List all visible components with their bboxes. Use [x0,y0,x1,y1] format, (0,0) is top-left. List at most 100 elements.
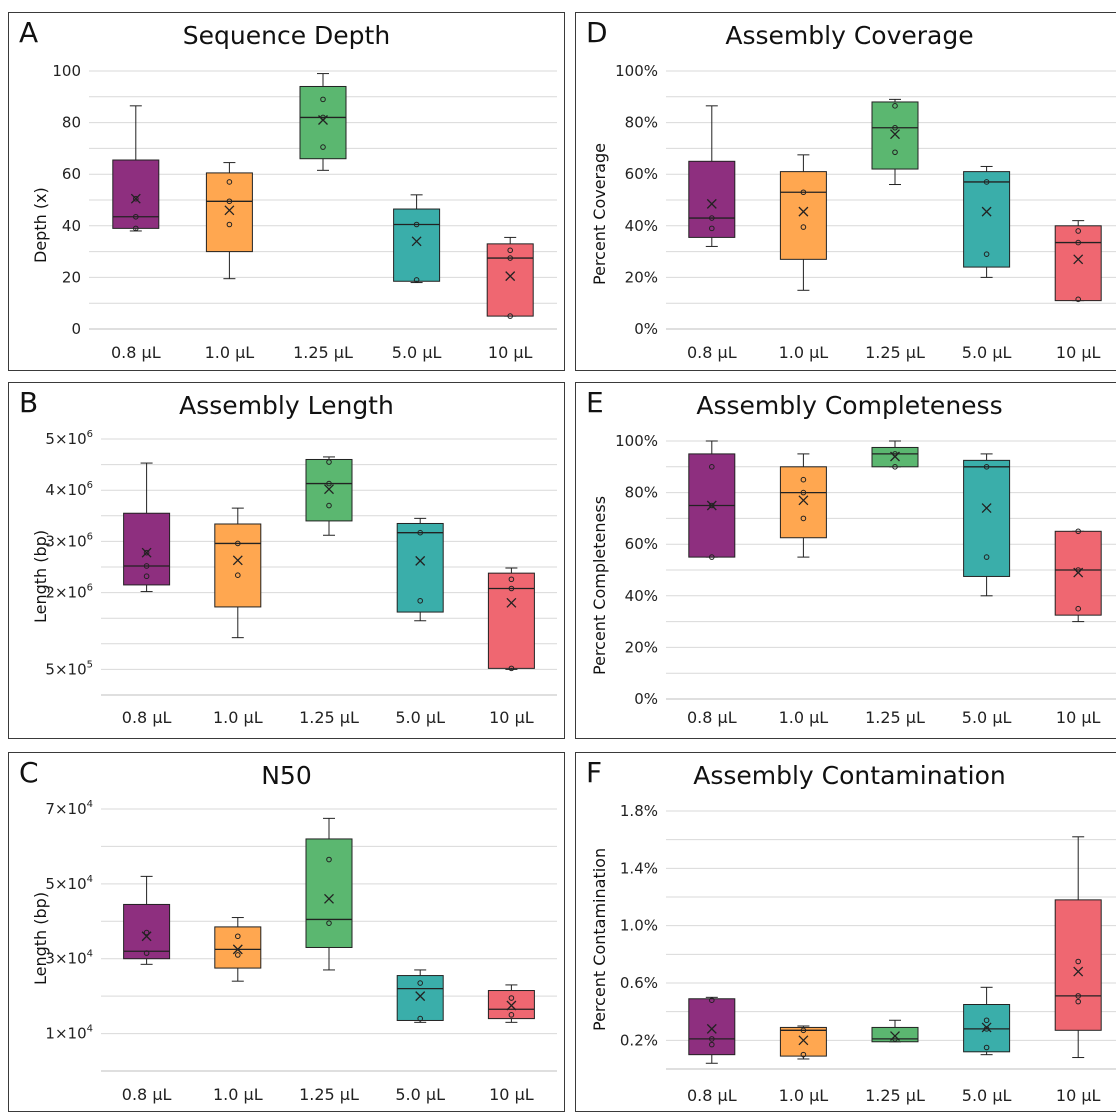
y-tick-label: 60% [625,165,658,183]
mean-marker [232,555,243,566]
mean-marker [130,193,141,204]
mean-marker [981,503,992,514]
y-tick-label: 1×104 [45,1024,93,1043]
x-tick-label: 10 µL [488,343,533,362]
data-point [235,952,241,958]
data-point [1075,998,1082,1005]
data-point [143,950,150,956]
data-point [709,464,715,470]
box-group [779,453,827,558]
mean-marker [798,206,809,217]
box-group [299,73,347,171]
y-tick-label: 4×106 [45,480,93,499]
data-point [1075,239,1082,246]
data-point [1075,993,1082,999]
box-group [688,440,736,560]
x-tick-label: 0.8 µL [122,708,172,727]
data-point [320,144,326,150]
mean-marker [798,1035,809,1046]
mean-marker [1073,966,1084,977]
mean-marker [411,236,422,247]
x-tick-label: 0.8 µL [122,1085,172,1104]
x-tick-label: 10 µL [489,1085,534,1104]
box-group [871,1019,919,1043]
y-tick-label: 1.0% [620,917,658,935]
mean-marker [706,500,717,511]
data-point [143,929,150,936]
y-tick-label: 0% [634,320,658,338]
chart-title: Sequence Depth [182,21,391,50]
y-tick-label: 20 [62,268,81,286]
data-point [507,313,514,319]
panel-letter: F [586,756,603,789]
mean-marker [318,115,328,125]
data-point [326,502,332,509]
data-point [143,549,150,556]
box [305,838,353,948]
data-point [413,277,420,283]
data-point [1075,605,1082,612]
y-tick-label: 3×104 [45,949,93,968]
y-tick-label: 80% [625,484,658,502]
mean-marker [505,271,516,282]
data-point [508,995,515,1001]
box-group [487,567,535,672]
box-group [393,194,441,284]
chart-title: N50 [261,761,312,790]
y-tick-label: 100% [615,62,658,80]
box-group [1054,220,1102,303]
y-tick-label: 40% [625,217,658,235]
mean-marker [506,1000,517,1011]
box [396,975,444,1021]
box-group [487,984,535,1023]
box [963,459,1011,577]
data-point [983,1017,990,1024]
data-point [800,489,807,496]
data-point [226,179,233,185]
mean-marker [224,205,235,216]
data-point [892,103,898,109]
y-tick-label: 5×104 [45,874,93,893]
x-tick-label: 1.0 µL [213,708,263,727]
x-tick-label: 1.0 µL [779,1086,829,1105]
panel-letter: B [19,386,39,419]
x-tick-label: 1.25 µL [299,1085,359,1104]
mean-marker [890,129,900,140]
chart-title: Assembly Contamination [693,761,1006,790]
box-group [688,105,736,247]
data-point [133,213,139,220]
box [1054,899,1102,1031]
data-point [507,255,514,261]
x-tick-label: 1.0 µL [213,1085,263,1104]
box [123,512,171,586]
y-tick-label: 80% [625,114,658,132]
mean-marker [890,451,900,462]
y-tick-label: 0 [71,320,81,338]
data-point [320,96,326,103]
x-tick-label: 1.25 µL [865,343,925,362]
chart-area: 0 20 40 60 80 100 0.8 µL 1.0 µL 1.25 µL 5.0 µL 10 … [52,62,557,362]
data-point [983,464,990,470]
data-point [1075,228,1082,234]
data-point [326,920,332,926]
y-tick-label: 1.8% [620,802,658,820]
data-point [709,997,715,1003]
x-tick-label: 5.0 µL [962,1086,1012,1105]
data-point [133,195,139,202]
data-point [800,189,807,196]
box-group [963,986,1011,1056]
x-tick-label: 1.0 µL [779,343,829,362]
data-point [709,225,715,232]
x-tick-label: 1.25 µL [865,708,925,727]
box [487,990,535,1020]
data-point [709,554,715,560]
x-tick-label: 1.0 µL [205,343,255,362]
x-tick-label: 10 µL [489,708,534,727]
box-group [1054,528,1102,623]
mean-marker [1073,567,1084,578]
mean-marker [890,1031,900,1041]
chart-title: Assembly Length [179,391,394,420]
y-tick-label: 60 [62,165,81,183]
mean-marker [981,206,992,217]
x-tick-label: 5.0 µL [395,708,445,727]
